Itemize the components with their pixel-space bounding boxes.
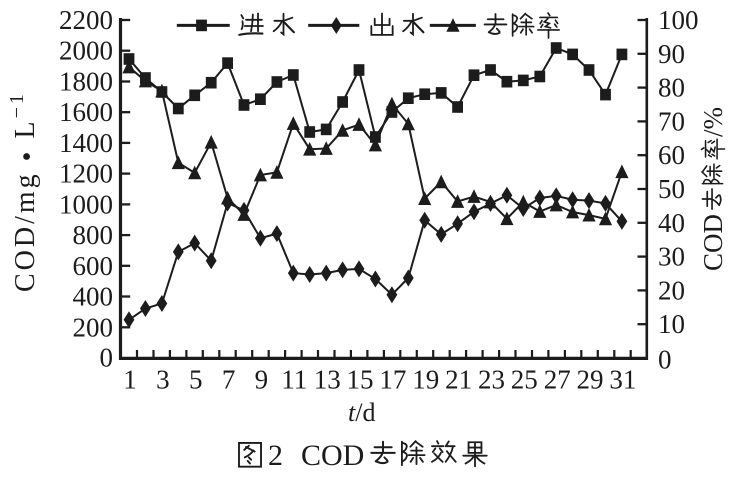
svg-text:23: 23 [478, 365, 505, 395]
svg-text:COD/mg • L−1: COD/mg • L−1 [6, 91, 43, 292]
svg-text:1000: 1000 [59, 189, 113, 219]
svg-text:7: 7 [222, 365, 236, 395]
svg-text:17: 17 [379, 365, 406, 395]
svg-text:20: 20 [658, 275, 685, 305]
svg-text:COD: COD [698, 214, 728, 271]
svg-text:60: 60 [658, 140, 685, 170]
svg-text:70: 70 [658, 106, 685, 136]
svg-text:19: 19 [412, 365, 439, 395]
svg-text:1800: 1800 [59, 67, 113, 97]
svg-text:1: 1 [123, 365, 137, 395]
svg-text:2000: 2000 [59, 36, 113, 66]
svg-text:3: 3 [156, 365, 170, 395]
svg-text:5: 5 [189, 365, 203, 395]
svg-text:29: 29 [577, 365, 604, 395]
svg-text:1600: 1600 [59, 97, 113, 127]
svg-text:2200: 2200 [59, 5, 113, 35]
svg-text:800: 800 [73, 220, 114, 250]
svg-text:31: 31 [609, 365, 636, 395]
svg-text:27: 27 [544, 365, 571, 395]
svg-text:90: 90 [658, 39, 685, 69]
svg-text:9: 9 [255, 365, 269, 395]
svg-text:t/d: t/d [348, 398, 375, 427]
svg-text:400: 400 [73, 282, 114, 312]
svg-text:25: 25 [511, 365, 538, 395]
svg-text:0: 0 [658, 345, 672, 375]
svg-text:10: 10 [658, 309, 685, 339]
svg-text:30: 30 [658, 242, 685, 272]
svg-text:11: 11 [281, 365, 307, 395]
svg-text:50: 50 [658, 174, 685, 204]
svg-text:1200: 1200 [59, 159, 113, 189]
svg-text:80: 80 [658, 73, 685, 103]
svg-text:0: 0 [100, 343, 114, 373]
svg-text:1400: 1400 [59, 128, 113, 158]
svg-text:/%: /% [698, 107, 728, 137]
svg-text:600: 600 [73, 251, 114, 281]
svg-text:15: 15 [347, 365, 374, 395]
svg-text:2: 2 [268, 439, 283, 472]
svg-text:13: 13 [314, 365, 341, 395]
svg-text:200: 200 [73, 312, 114, 342]
svg-text:100: 100 [658, 5, 699, 35]
svg-text:COD: COD [301, 439, 364, 472]
svg-text:40: 40 [658, 208, 685, 238]
svg-text:21: 21 [445, 365, 472, 395]
